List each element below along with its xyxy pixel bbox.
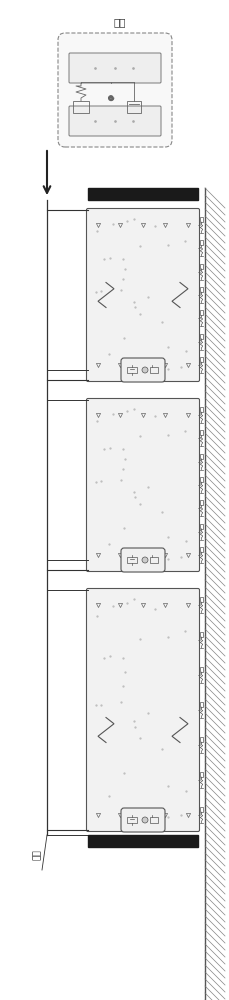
FancyBboxPatch shape [86, 398, 199, 572]
Bar [199, 357, 202, 362]
Bar [149, 367, 157, 373]
Bar [88, 835, 197, 847]
FancyBboxPatch shape [120, 548, 164, 572]
Bar [199, 807, 202, 812]
Circle shape [141, 367, 147, 373]
Bar [199, 667, 202, 672]
Text: 车辆: 车辆 [113, 17, 126, 27]
Bar [126, 817, 136, 823]
Bar [199, 597, 202, 602]
FancyBboxPatch shape [86, 588, 199, 831]
Bar [199, 500, 202, 505]
Bar [149, 557, 157, 563]
FancyBboxPatch shape [58, 33, 171, 147]
Bar [199, 217, 202, 222]
Bar [199, 407, 202, 412]
Bar [126, 557, 136, 563]
FancyBboxPatch shape [69, 106, 160, 136]
Bar [199, 477, 202, 482]
Bar [199, 430, 202, 435]
FancyBboxPatch shape [120, 808, 164, 832]
Bar [149, 817, 157, 823]
Circle shape [141, 817, 147, 823]
Bar [88, 188, 197, 200]
Text: 岸边: 岸边 [32, 850, 41, 860]
Bar [199, 702, 202, 707]
Bar [126, 367, 136, 373]
Bar [199, 310, 202, 315]
Bar [199, 454, 202, 459]
Bar [73, 101, 89, 113]
Bar [199, 334, 202, 339]
Bar [199, 264, 202, 269]
FancyBboxPatch shape [120, 358, 164, 382]
Bar [199, 240, 202, 245]
FancyBboxPatch shape [69, 53, 160, 83]
Bar [199, 772, 202, 777]
Circle shape [141, 557, 147, 563]
Bar [199, 547, 202, 552]
Bar [126, 101, 140, 113]
FancyBboxPatch shape [86, 209, 199, 381]
Bar [199, 737, 202, 742]
Bar [199, 632, 202, 637]
Bar [199, 287, 202, 292]
Bar [199, 524, 202, 529]
